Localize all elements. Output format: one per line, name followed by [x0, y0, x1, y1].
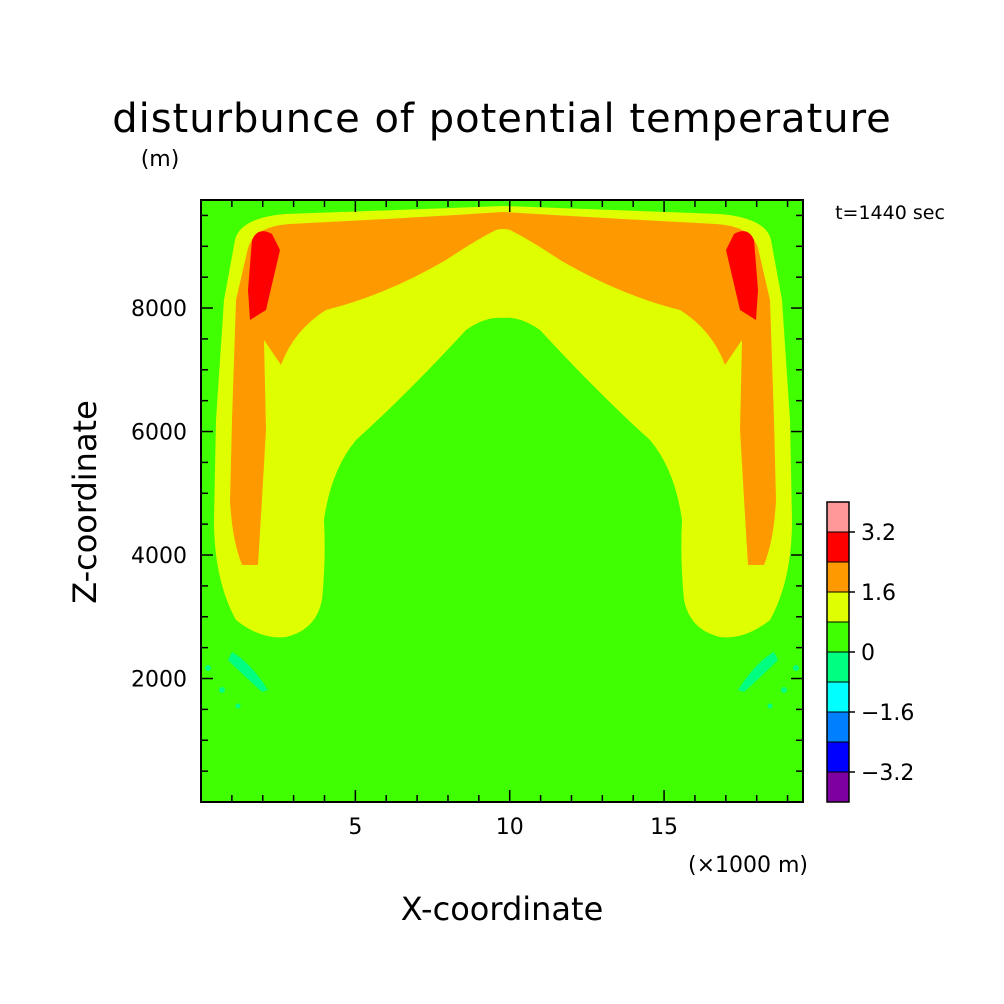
x-tick-label: 5 [348, 815, 362, 840]
colorbar-swatch [827, 592, 849, 622]
region-core-left [248, 231, 280, 320]
chart-subtitle: (m) [141, 147, 180, 172]
colorbar-label: −1.6 [861, 701, 914, 726]
y-tick-label: 2000 [131, 668, 187, 693]
colorbar-label: 3.2 [861, 521, 896, 546]
chart-title: disturbunce of potential temperature [112, 96, 892, 142]
colorbar-swatch [827, 502, 849, 532]
region-core-right [726, 231, 758, 320]
colorbar-swatch [827, 652, 849, 682]
colorbar: −3.2 −1.6 0 1.6 3.2 [826, 501, 914, 803]
y-axis-ticks: 2000 4000 6000 8000 [131, 214, 803, 772]
y-tick-label: 6000 [131, 421, 187, 446]
colorbar-label: 0 [861, 641, 875, 666]
contour-field [201, 200, 803, 802]
colorbar-swatch [827, 682, 849, 712]
colorbar-swatch [827, 562, 849, 592]
colorbar-label: −3.2 [861, 761, 914, 786]
y-tick-label: 4000 [131, 544, 187, 569]
time-label: t=1440 sec [835, 202, 945, 224]
region-outer-envelope [214, 206, 792, 638]
x-axis-unit: (×1000 m) [688, 853, 808, 878]
colorbar-swatch [827, 622, 849, 652]
colorbar-swatch [827, 532, 849, 562]
y-tick-label: 8000 [131, 297, 187, 322]
colorbar-swatch [827, 712, 849, 742]
colorbar-label: 1.6 [861, 581, 896, 606]
x-tick-label: 15 [650, 815, 678, 840]
x-axis-label: X-coordinate [401, 890, 604, 928]
colorbar-swatch [827, 772, 849, 802]
plot-frame [200, 199, 804, 803]
y-axis-label: Z-coordinate [66, 400, 104, 604]
colorbar-swatch [827, 742, 849, 772]
region-cool-patches [205, 652, 799, 709]
x-axis-ticks: 5 10 15 [231, 200, 789, 840]
x-tick-label: 10 [496, 815, 524, 840]
region-plume-shell [230, 212, 776, 565]
